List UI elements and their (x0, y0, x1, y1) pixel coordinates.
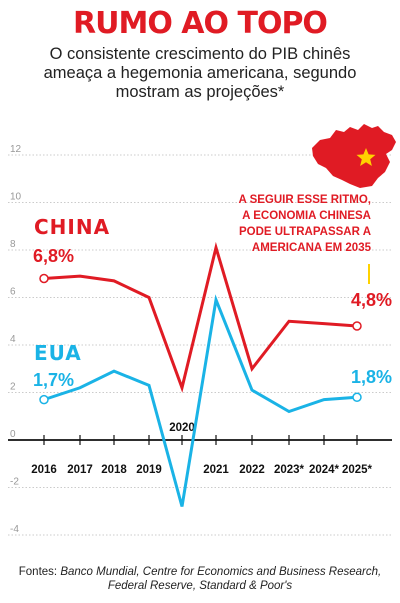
annotation-line: PODE ULTRAPASSAR A (239, 226, 371, 238)
y-tick-label: 8 (10, 239, 16, 250)
data-point (352, 392, 362, 402)
y-tick-label: 0 (10, 429, 16, 440)
data-label-start: 1,7% (33, 370, 74, 390)
grid-layer: -4 -2 0 2 4 6 8 10 12 2016 2017 2018 2019 2020 2021 202… (8, 144, 392, 536)
data-point (39, 394, 49, 405)
series-line-eua (43, 294, 358, 507)
y-tick-label: 6 (10, 287, 16, 298)
x-tick-label: 2020 (169, 422, 195, 434)
annotation-line: A ECONOMIA CHINESA (242, 210, 371, 222)
x-tick-label: 2018 (101, 464, 127, 476)
annotation: A SEGUIR ESSE RITMO, A ECONOMIA CHINESA PO… (239, 194, 372, 284)
series-name-label: EUA (34, 341, 82, 365)
y-tick-label: 10 (10, 192, 22, 203)
x-tick-label: 2016 (31, 464, 57, 476)
annotation-line: A SEGUIR ESSE RITMO, (239, 194, 371, 206)
x-tick-label: 2022 (239, 464, 265, 476)
series-line-china (43, 241, 358, 393)
x-tick-label: 2023* (274, 464, 305, 476)
x-tick-label: 2019 (136, 464, 162, 476)
source-prefix: Fontes: (18, 566, 61, 578)
annotation-line: AMERICANA EM 2035 (252, 242, 372, 254)
x-tick-label: 2017 (67, 464, 93, 476)
chart-title: RUMO AO TOPO (73, 6, 328, 41)
line-chart: -4 -2 0 2 4 6 8 10 12 2016 2017 2018 2019 2020 2021 202… (8, 124, 396, 536)
series-name-label: CHINA (34, 215, 110, 239)
x-tick-label: 2025* (342, 464, 373, 476)
y-tick-label: -4 (10, 524, 19, 535)
data-label-start: 6,8% (33, 246, 74, 266)
source-names: Banco Mundial, Centre for Economics and … (60, 566, 382, 592)
x-tick-label: 2024* (309, 464, 340, 476)
source-note: Fontes: Banco Mundial, Centre for Econom… (10, 565, 390, 593)
china-map-icon (312, 124, 396, 188)
y-tick-label: 12 (10, 144, 22, 155)
star-icon (356, 148, 376, 166)
x-tick-label-bg (167, 418, 197, 434)
x-tick-label: 2021 (203, 464, 229, 476)
data-point (39, 273, 49, 284)
y-tick-label: 4 (10, 334, 16, 345)
data-point (352, 321, 362, 331)
chart-subtitle: O consistente crescimento do PIB chinês … (43, 45, 357, 101)
series-layer: CHINA 6,8% 4,8% EUA 1,7% 1,8% (33, 215, 392, 507)
y-tick-label: 2 (10, 382, 16, 393)
data-label-end: 4,8% (351, 290, 392, 310)
data-label-end: 1,8% (351, 367, 392, 387)
y-tick-label: -2 (10, 477, 19, 488)
